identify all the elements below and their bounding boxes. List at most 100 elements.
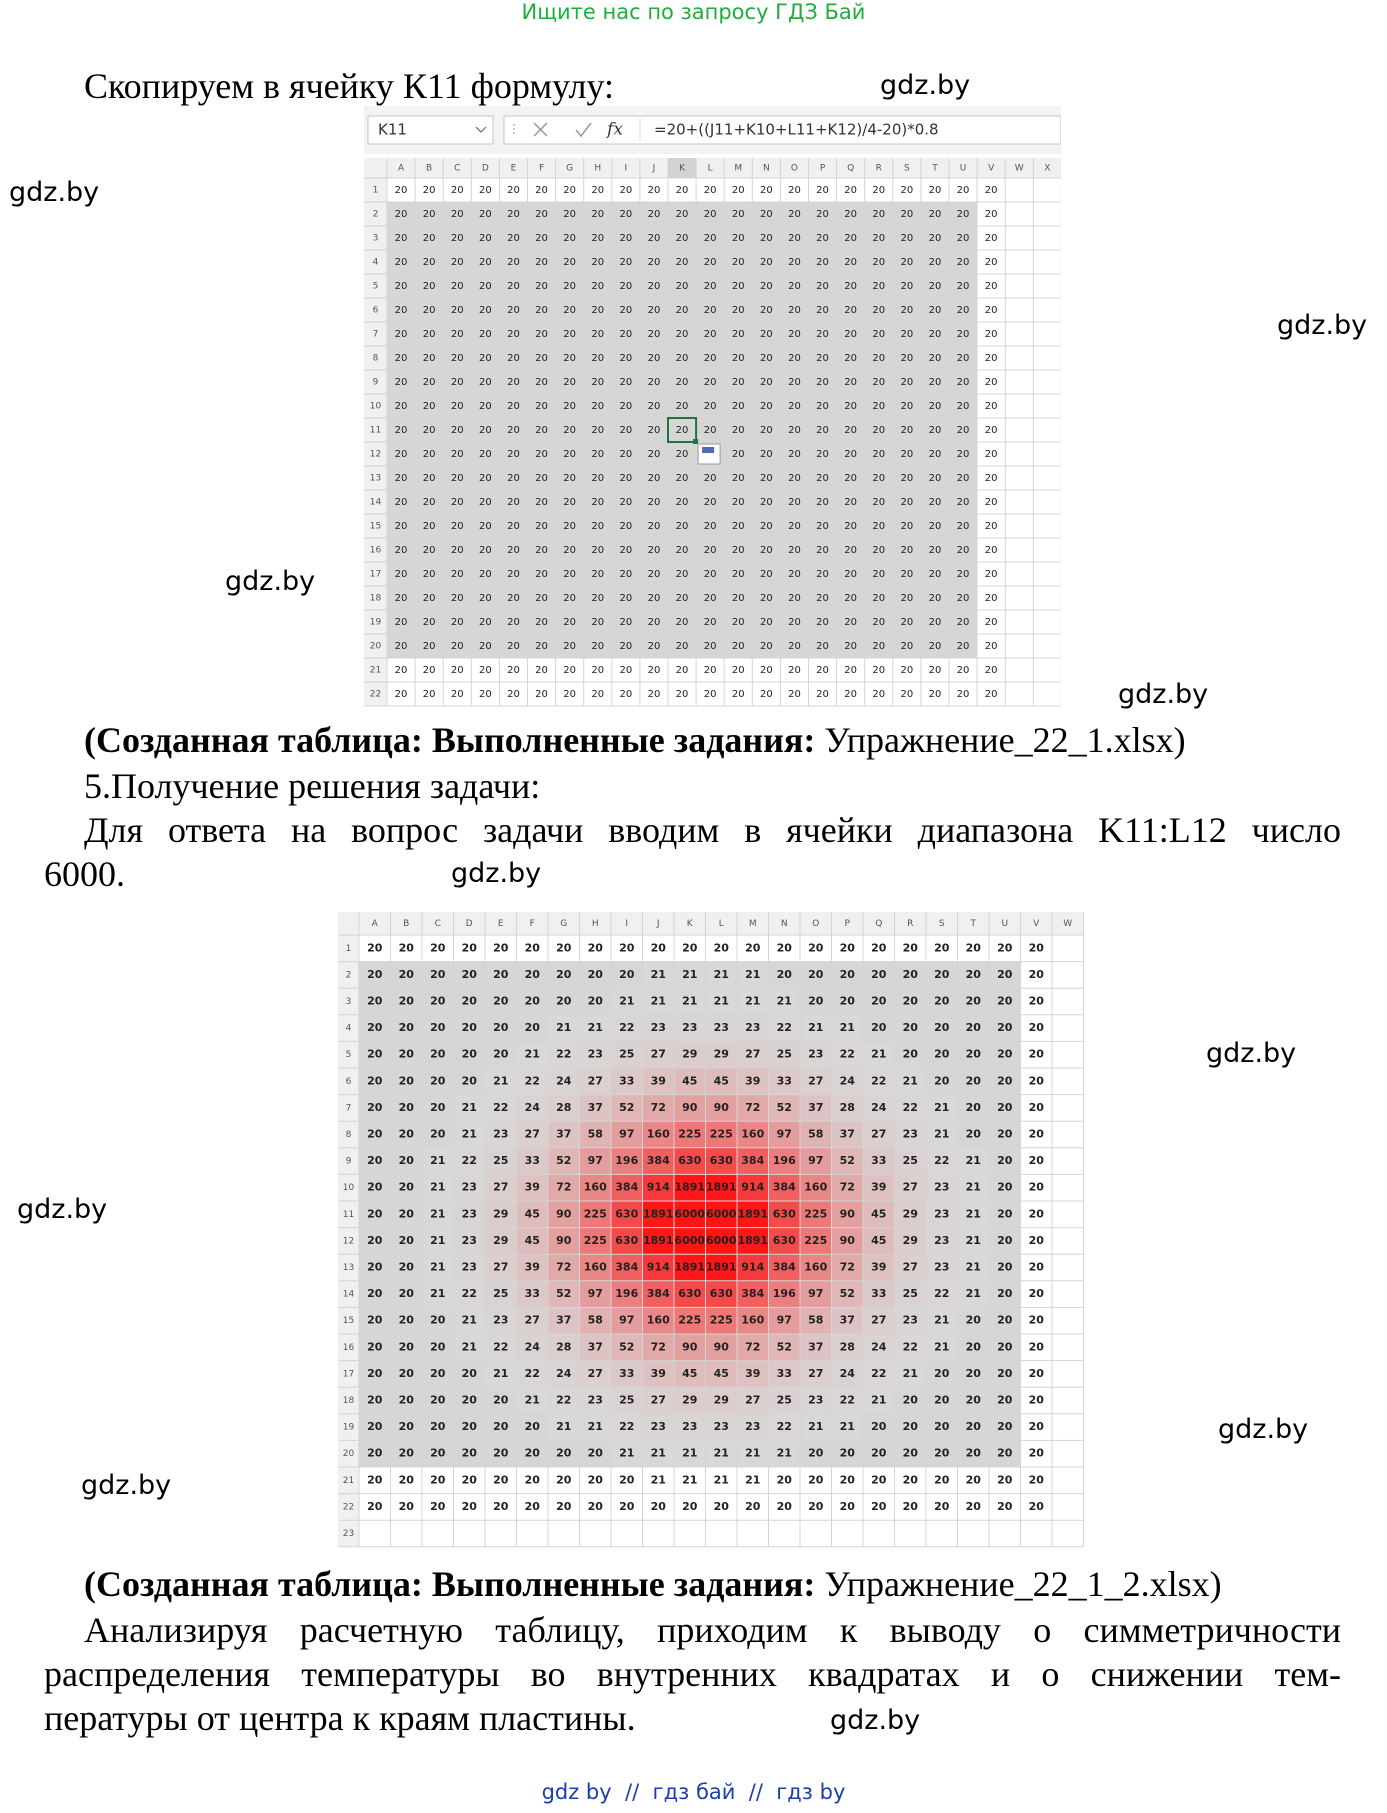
cell-bg (977, 418, 1006, 442)
cell: 23 (682, 1420, 697, 1433)
cell: 37 (588, 1340, 603, 1353)
watermark: gdz.by (1277, 310, 1368, 341)
column-header: O (812, 919, 819, 929)
cell-bg (989, 1413, 1021, 1441)
cell-bg (387, 658, 416, 682)
cell: 22 (619, 1420, 634, 1433)
cell-bg (579, 1201, 611, 1228)
cell-bg (920, 274, 949, 298)
cell-bg (387, 514, 416, 538)
cell-bg (555, 538, 584, 562)
cell: 21 (808, 1021, 823, 1034)
cell: 20 (423, 209, 436, 220)
column-header: B (403, 919, 409, 929)
cell-bg (611, 346, 640, 370)
cell-bg (443, 586, 472, 610)
cell-bg (737, 1360, 769, 1388)
cell: 20 (619, 689, 632, 700)
cell-bg (422, 1201, 454, 1228)
cell-bg (579, 1387, 611, 1414)
cell-bg (415, 634, 444, 658)
cell: 20 (619, 968, 635, 981)
cell-bg (499, 370, 528, 394)
cell: 20 (704, 305, 717, 316)
cell: 52 (556, 1287, 571, 1300)
row-header: 3 (373, 234, 379, 244)
cell: 20 (535, 473, 548, 484)
cell: 20 (367, 1207, 383, 1220)
cell-bg (453, 1014, 485, 1042)
cell: 20 (367, 1394, 383, 1407)
cell-bg (920, 514, 949, 538)
cell-bg (359, 1147, 391, 1175)
caption-file: Упражнение_22_1.xlsx) (824, 720, 1186, 760)
cell-bg (499, 562, 528, 586)
cell-bg (668, 514, 697, 538)
cell: 24 (840, 1074, 856, 1087)
cell-bg (471, 562, 500, 586)
cell-bg (611, 1014, 643, 1042)
cell: 33 (871, 1154, 886, 1167)
cell: 21 (430, 1287, 445, 1300)
cell: 21 (871, 1048, 886, 1061)
cell-bg (808, 226, 837, 250)
cell: 21 (745, 995, 760, 1008)
cell-bg (892, 346, 921, 370)
cell: 45 (714, 1074, 729, 1087)
cell-bg (949, 418, 978, 442)
cell-bg (668, 562, 697, 586)
cell-bg (894, 1467, 926, 1494)
cell: 20 (462, 1021, 478, 1034)
cell-bg (768, 1493, 800, 1521)
cell-bg (989, 1121, 1021, 1148)
cell: 20 (732, 185, 745, 196)
cell: 20 (760, 689, 773, 700)
cell: 20 (900, 497, 913, 508)
cell: 20 (844, 209, 857, 220)
cell: 21 (462, 1314, 477, 1327)
watermark: gdz.by (225, 566, 316, 597)
cell: 20 (957, 641, 970, 652)
cell-bg (422, 1121, 454, 1148)
cell: 21 (493, 1367, 508, 1380)
cell-bg (696, 226, 725, 250)
cell-bg (443, 370, 472, 394)
cell-bg (863, 1334, 895, 1361)
cell: 20 (479, 377, 492, 388)
cell: 20 (934, 1367, 950, 1380)
cell-bg (359, 1174, 391, 1201)
cell: 20 (985, 209, 998, 220)
cell-bg (808, 346, 837, 370)
cell: 24 (840, 1367, 856, 1380)
cell: 20 (788, 353, 801, 364)
cell-bg (752, 514, 781, 538)
cell-bg (831, 961, 863, 989)
cell-bg (724, 370, 753, 394)
cell: 20 (479, 617, 492, 628)
cell-bg (471, 394, 500, 418)
column-header: G (560, 919, 567, 929)
cell: 20 (704, 209, 717, 220)
cell-bg (485, 1360, 517, 1388)
cell-bg (583, 658, 612, 682)
cell: 20 (732, 281, 745, 292)
cell-bg (583, 298, 612, 322)
cell: 20 (399, 1394, 415, 1407)
cell: 20 (676, 209, 689, 220)
cell-bg (516, 935, 548, 962)
cell-bg (611, 322, 640, 346)
cell-bg (611, 274, 640, 298)
cell-bg (989, 1201, 1021, 1228)
cell: 20 (619, 569, 632, 580)
cell-bg (705, 988, 737, 1015)
cell: 20 (563, 425, 576, 436)
cell: 20 (844, 569, 857, 580)
cell-bg (471, 514, 500, 538)
cell-bg (499, 274, 528, 298)
cell: 20 (903, 1394, 919, 1407)
cell: 20 (423, 425, 436, 436)
cell: 20 (399, 968, 415, 981)
cell: 20 (507, 377, 520, 388)
cell: 20 (395, 305, 408, 316)
cell-bg (499, 394, 528, 418)
